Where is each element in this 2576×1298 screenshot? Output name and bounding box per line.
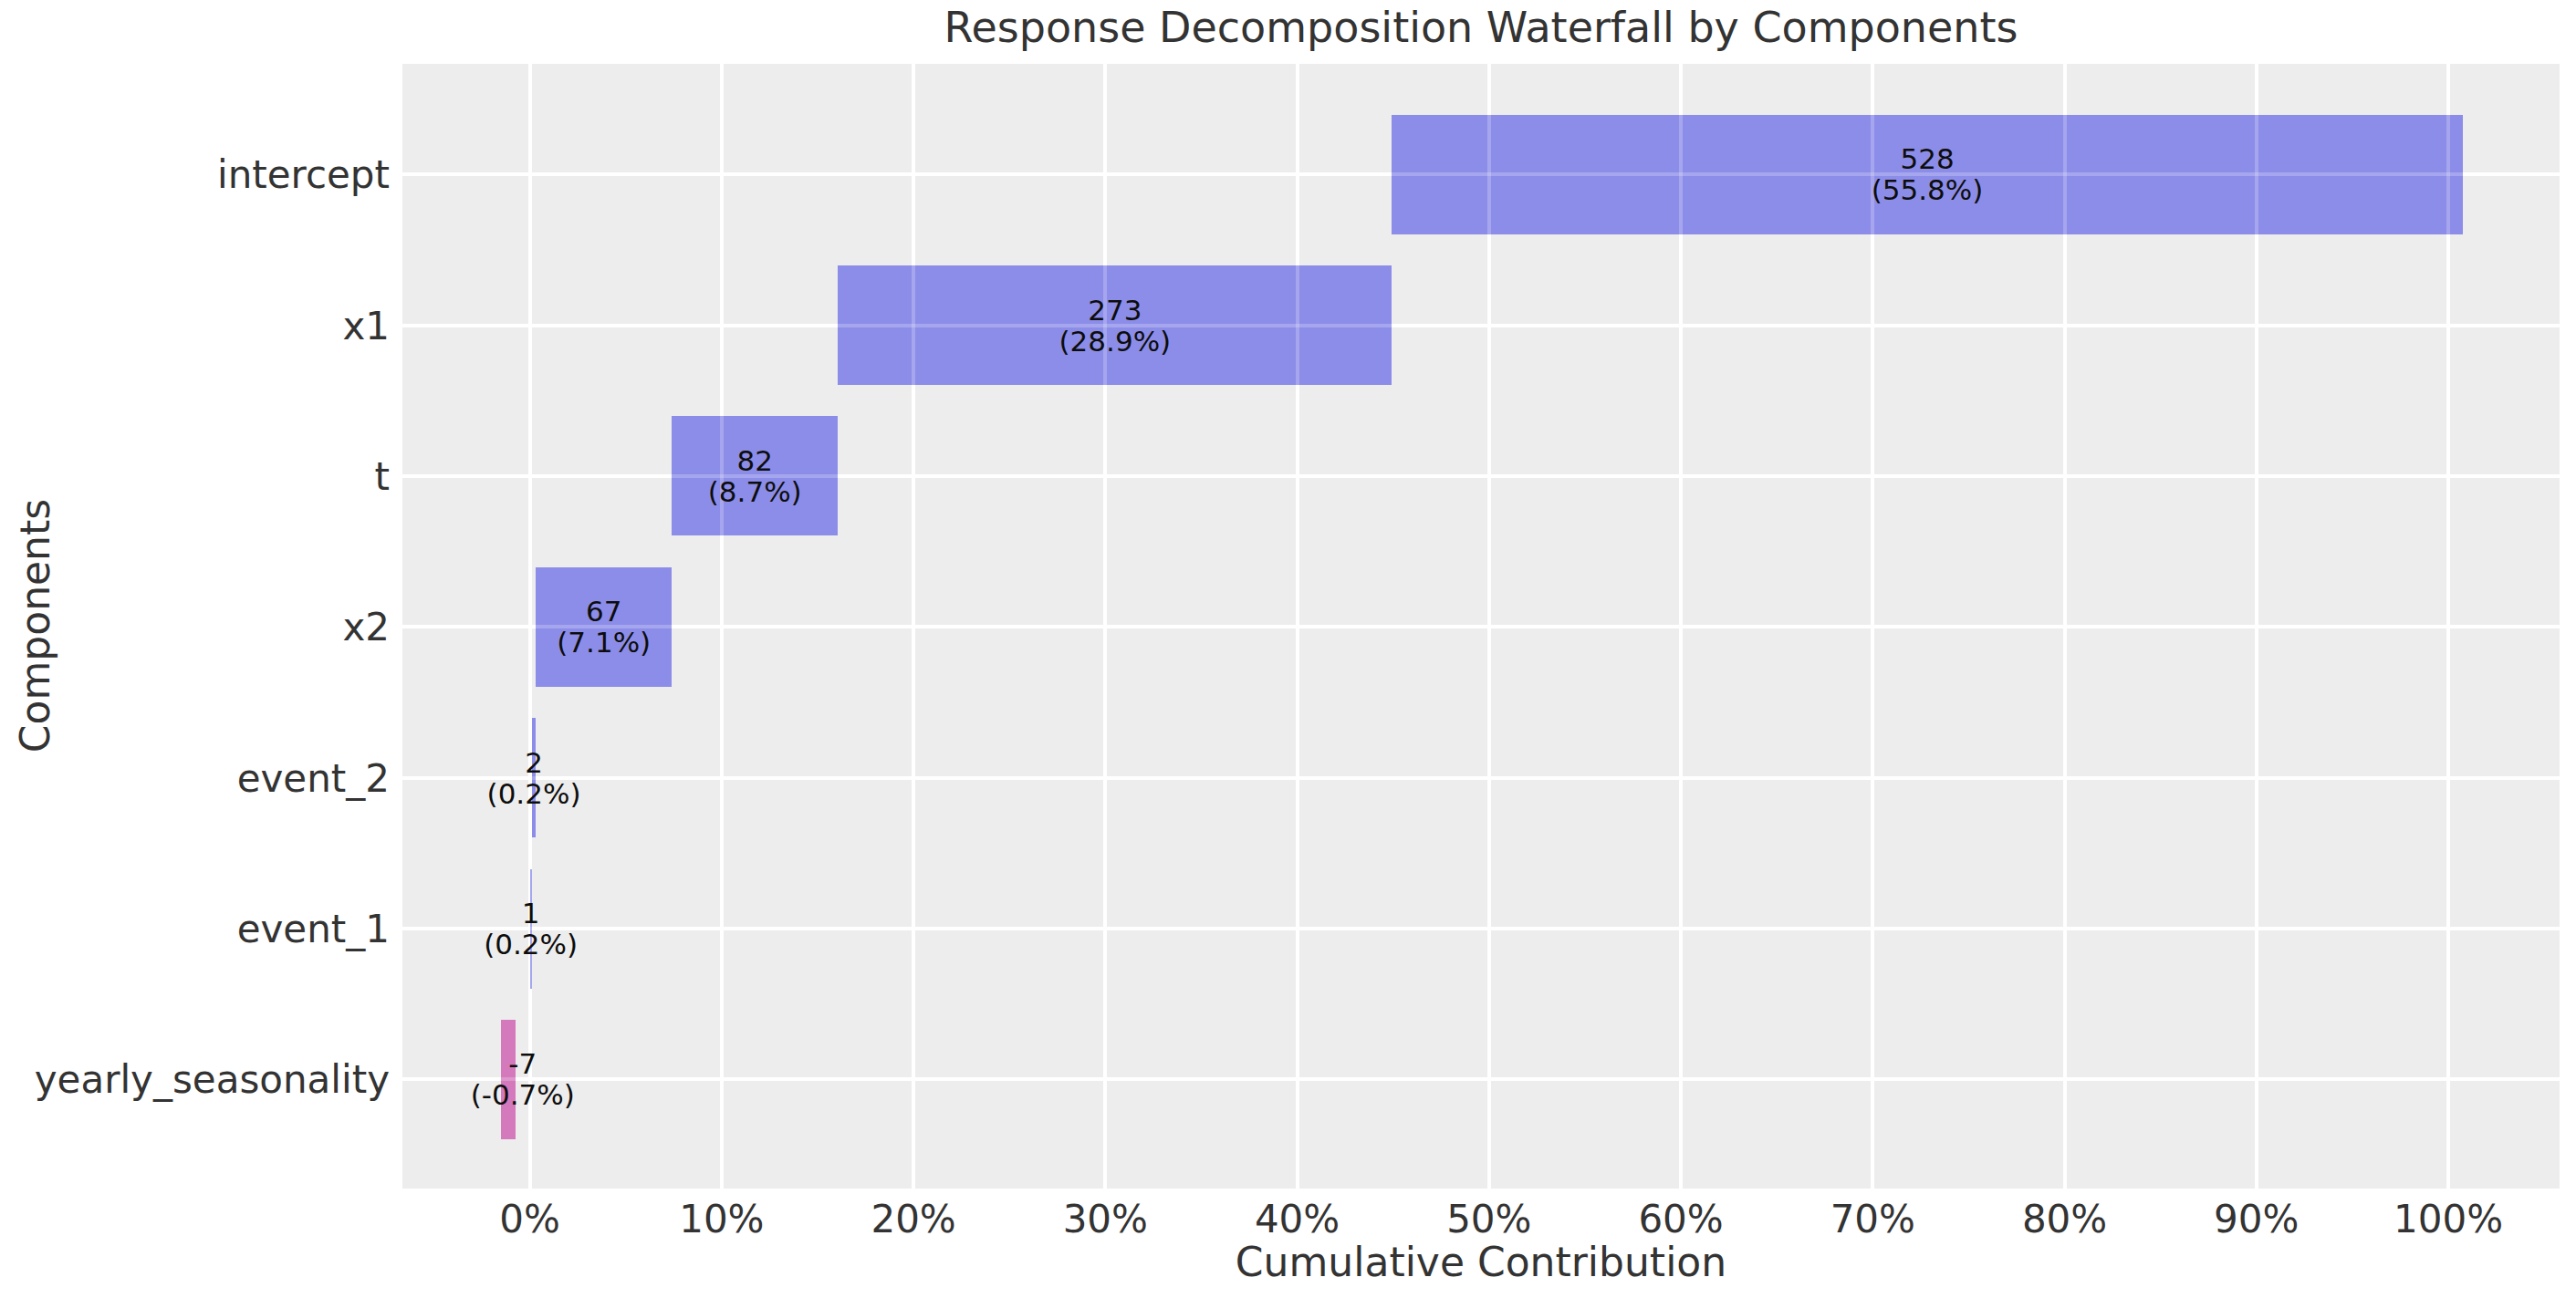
- bar-label-intercept: 528(55.8%): [1872, 143, 1984, 205]
- bar-value-label: 273: [1059, 295, 1172, 326]
- x-tick-label-50%: 50%: [1446, 1197, 1531, 1241]
- bar-percent-label: (0.2%): [484, 929, 578, 960]
- bar-value-label: 528: [1872, 143, 1984, 174]
- bar-value-label: 82: [708, 445, 802, 476]
- bar-value-label: -7: [471, 1048, 575, 1079]
- gridline-horizontal: [402, 1077, 2560, 1081]
- bar-percent-label: (7.1%): [557, 627, 651, 658]
- bar-percent-label: (28.9%): [1059, 326, 1172, 357]
- gridline-horizontal: [402, 172, 2560, 176]
- bar-percent-label: (8.7%): [708, 476, 802, 507]
- x-tick-label-0%: 0%: [499, 1197, 560, 1241]
- x-tick-label-70%: 70%: [1830, 1197, 1915, 1241]
- x-tick-label-10%: 10%: [679, 1197, 764, 1241]
- bar-percent-label: (55.8%): [1872, 174, 1984, 205]
- x-tick-label-30%: 30%: [1063, 1197, 1148, 1241]
- gridline-horizontal: [402, 625, 2560, 628]
- y-tick-label-x1: x1: [6, 303, 390, 348]
- y-tick-label-yearly_seasonality: yearly_seasonality: [6, 1057, 390, 1102]
- x-tick-label-60%: 60%: [1638, 1197, 1723, 1241]
- plot-area: 528(55.8%)273(28.9%)82(8.7%)67(7.1%)2(0.…: [402, 64, 2560, 1189]
- bar-label-event_2: 2(0.2%): [487, 747, 581, 809]
- bar-label-t: 82(8.7%): [708, 445, 802, 507]
- x-tick-label-80%: 80%: [2022, 1197, 2107, 1241]
- bar-label-event_1: 1(0.2%): [484, 898, 578, 960]
- chart-title: Response Decomposition Waterfall by Comp…: [944, 4, 2018, 51]
- gridline-horizontal: [402, 776, 2560, 780]
- bar-value-label: 1: [484, 898, 578, 929]
- bar-percent-label: (-0.7%): [471, 1079, 575, 1110]
- gridline-horizontal: [402, 324, 2560, 327]
- bar-value-label: 67: [557, 596, 651, 627]
- y-tick-label-intercept: intercept: [6, 152, 390, 197]
- waterfall-chart-figure: Response Decomposition Waterfall by Comp…: [0, 0, 2576, 1298]
- x-tick-label-20%: 20%: [871, 1197, 955, 1241]
- y-tick-label-x2: x2: [6, 605, 390, 649]
- x-tick-label-100%: 100%: [2393, 1197, 2503, 1241]
- y-tick-label-event_1: event_1: [6, 907, 390, 951]
- y-tick-label-t: t: [6, 453, 390, 498]
- x-tick-label-40%: 40%: [1255, 1197, 1340, 1241]
- x-tick-label-90%: 90%: [2214, 1197, 2299, 1241]
- gridline-horizontal: [402, 927, 2560, 930]
- bar-label-x2: 67(7.1%): [557, 596, 651, 658]
- bar-label-x1: 273(28.9%): [1059, 295, 1172, 357]
- bar-value-label: 2: [487, 747, 581, 778]
- y-tick-label-event_2: event_2: [6, 755, 390, 800]
- bar-percent-label: (0.2%): [487, 778, 581, 809]
- x-axis-title: Cumulative Contribution: [1236, 1239, 1726, 1285]
- bar-label-yearly_seasonality: -7(-0.7%): [471, 1048, 575, 1110]
